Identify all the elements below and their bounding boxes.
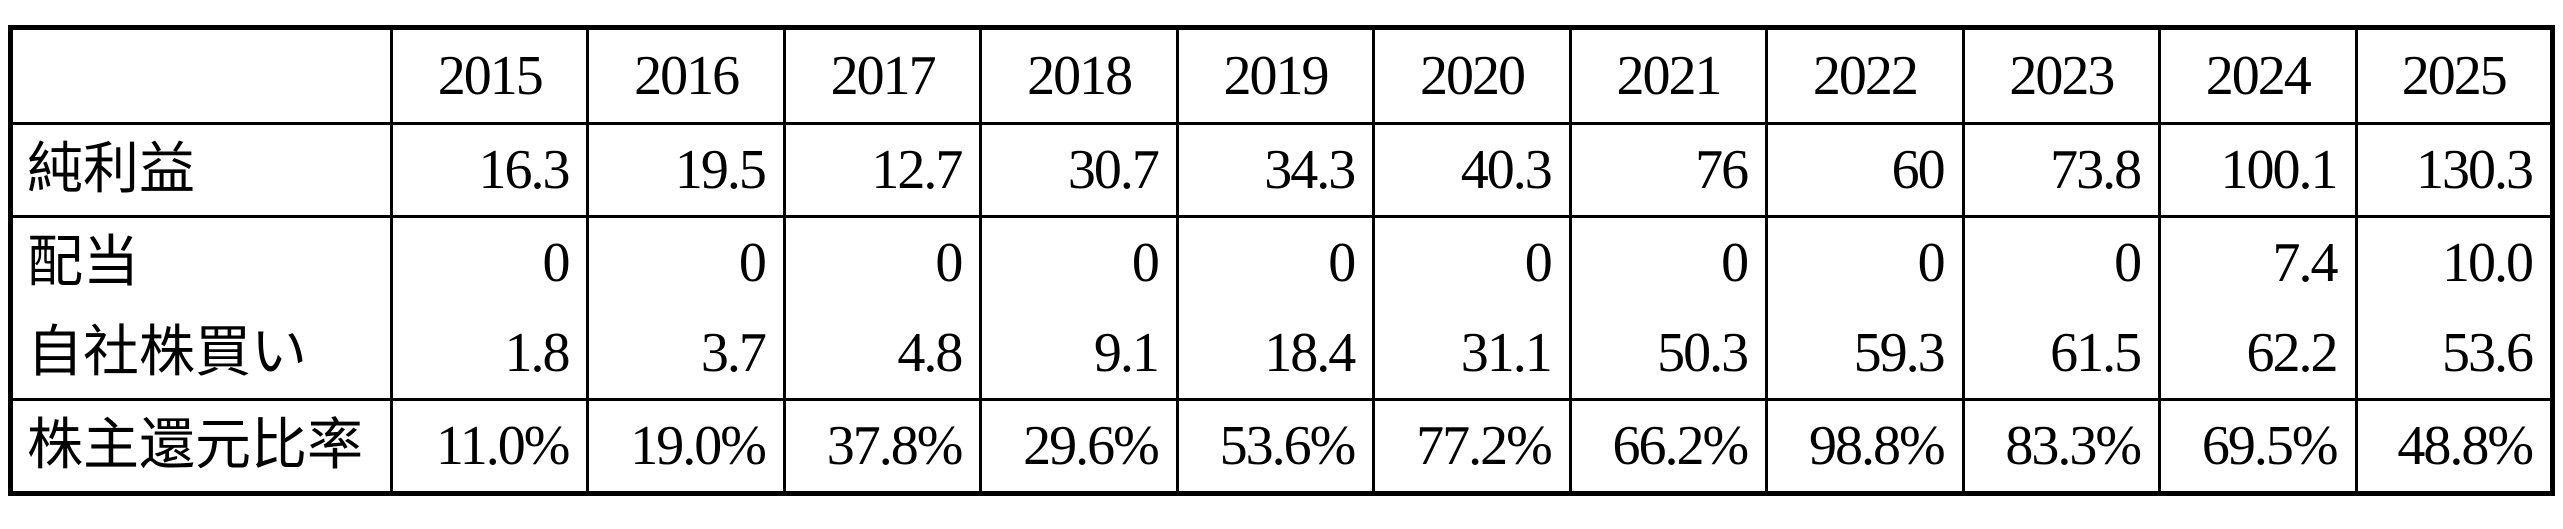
value-cell: 31.1 [1372, 308, 1572, 401]
value-cell: 66.2% [1568, 398, 1769, 495]
value-cell: 37.8% [782, 398, 983, 495]
row-label: 配当 [9, 215, 393, 308]
value-cell: 0 [586, 215, 786, 308]
header-row: 2015 2016 2017 2018 2019 2020 2021 2022 2023 2024… [9, 26, 2555, 125]
value-cell: 30.7 [979, 122, 1179, 218]
value-cell: 19.0% [586, 398, 786, 495]
value-cell: 0 [1175, 215, 1376, 308]
year-header: 2020 [1372, 26, 1572, 125]
value-cell: 18.4 [1175, 308, 1376, 401]
year-header: 2018 [979, 26, 1179, 125]
value-cell: 4.8 [782, 308, 983, 401]
value-cell: 62.2 [2158, 308, 2358, 401]
value-cell: 98.8% [1765, 398, 1965, 495]
value-cell: 77.2% [1372, 398, 1572, 495]
value-cell: 0 [1765, 215, 1965, 308]
value-cell: 3.7 [586, 308, 786, 401]
year-header: 2025 [2354, 26, 2555, 125]
shareholder-return-table: 2015 2016 2017 2018 2019 2020 2021 2022 2023 2024… [8, 25, 2555, 496]
value-cell: 83.3% [1961, 398, 2162, 495]
year-header: 2021 [1568, 26, 1769, 125]
value-cell: 50.3 [1568, 308, 1769, 401]
value-cell: 40.3 [1372, 122, 1572, 218]
data-row: 純利益 16.3 19.5 12.7 30.7 34.3 40.3 76 60 73.8 100.1… [9, 122, 2555, 218]
row-label: 株主還元比率 [9, 398, 393, 495]
value-cell: 100.1 [2158, 122, 2358, 218]
year-header: 2015 [389, 26, 590, 125]
value-cell: 1.8 [389, 308, 590, 401]
data-row: 株主還元比率 11.0% 19.0% 37.8% 29.6% 53.6% 77.2% 66.2… [9, 398, 2555, 495]
value-cell: 69.5% [2158, 398, 2358, 495]
value-cell: 0 [979, 215, 1179, 308]
value-cell: 12.7 [782, 122, 983, 218]
value-cell: 0 [389, 215, 590, 308]
value-cell: 29.6% [979, 398, 1179, 495]
year-header: 2019 [1175, 26, 1376, 125]
value-cell: 59.3 [1765, 308, 1965, 401]
value-cell: 11.0% [389, 398, 590, 495]
value-cell: 130.3 [2354, 122, 2555, 218]
value-cell: 76 [1568, 122, 1769, 218]
value-cell: 0 [1961, 215, 2162, 308]
value-cell: 0 [1568, 215, 1769, 308]
value-cell: 16.3 [389, 122, 590, 218]
value-cell: 48.8% [2354, 398, 2555, 495]
year-header: 2017 [782, 26, 983, 125]
value-cell: 9.1 [979, 308, 1179, 401]
data-row: 自社株買い 1.8 3.7 4.8 9.1 18.4 31.1 50.3 59.3 61.5 62.… [9, 308, 2555, 401]
value-cell: 0 [782, 215, 983, 308]
value-cell: 73.8 [1961, 122, 2162, 218]
year-header: 2016 [586, 26, 786, 125]
year-header: 2024 [2158, 26, 2358, 125]
value-cell: 7.4 [2158, 215, 2358, 308]
value-cell: 53.6% [1175, 398, 1376, 495]
corner-cell [9, 26, 393, 125]
data-row: 配当 0 0 0 0 0 0 0 0 0 7.4 10.0 [9, 215, 2555, 308]
value-cell: 19.5 [586, 122, 786, 218]
value-cell: 0 [1372, 215, 1572, 308]
year-header: 2023 [1961, 26, 2162, 125]
year-header: 2022 [1765, 26, 1965, 125]
value-cell: 10.0 [2354, 215, 2555, 308]
value-cell: 34.3 [1175, 122, 1376, 218]
value-cell: 53.6 [2354, 308, 2555, 401]
row-label: 純利益 [9, 122, 393, 218]
value-cell: 61.5 [1961, 308, 2162, 401]
value-cell: 60 [1765, 122, 1965, 218]
row-label: 自社株買い [9, 308, 393, 401]
